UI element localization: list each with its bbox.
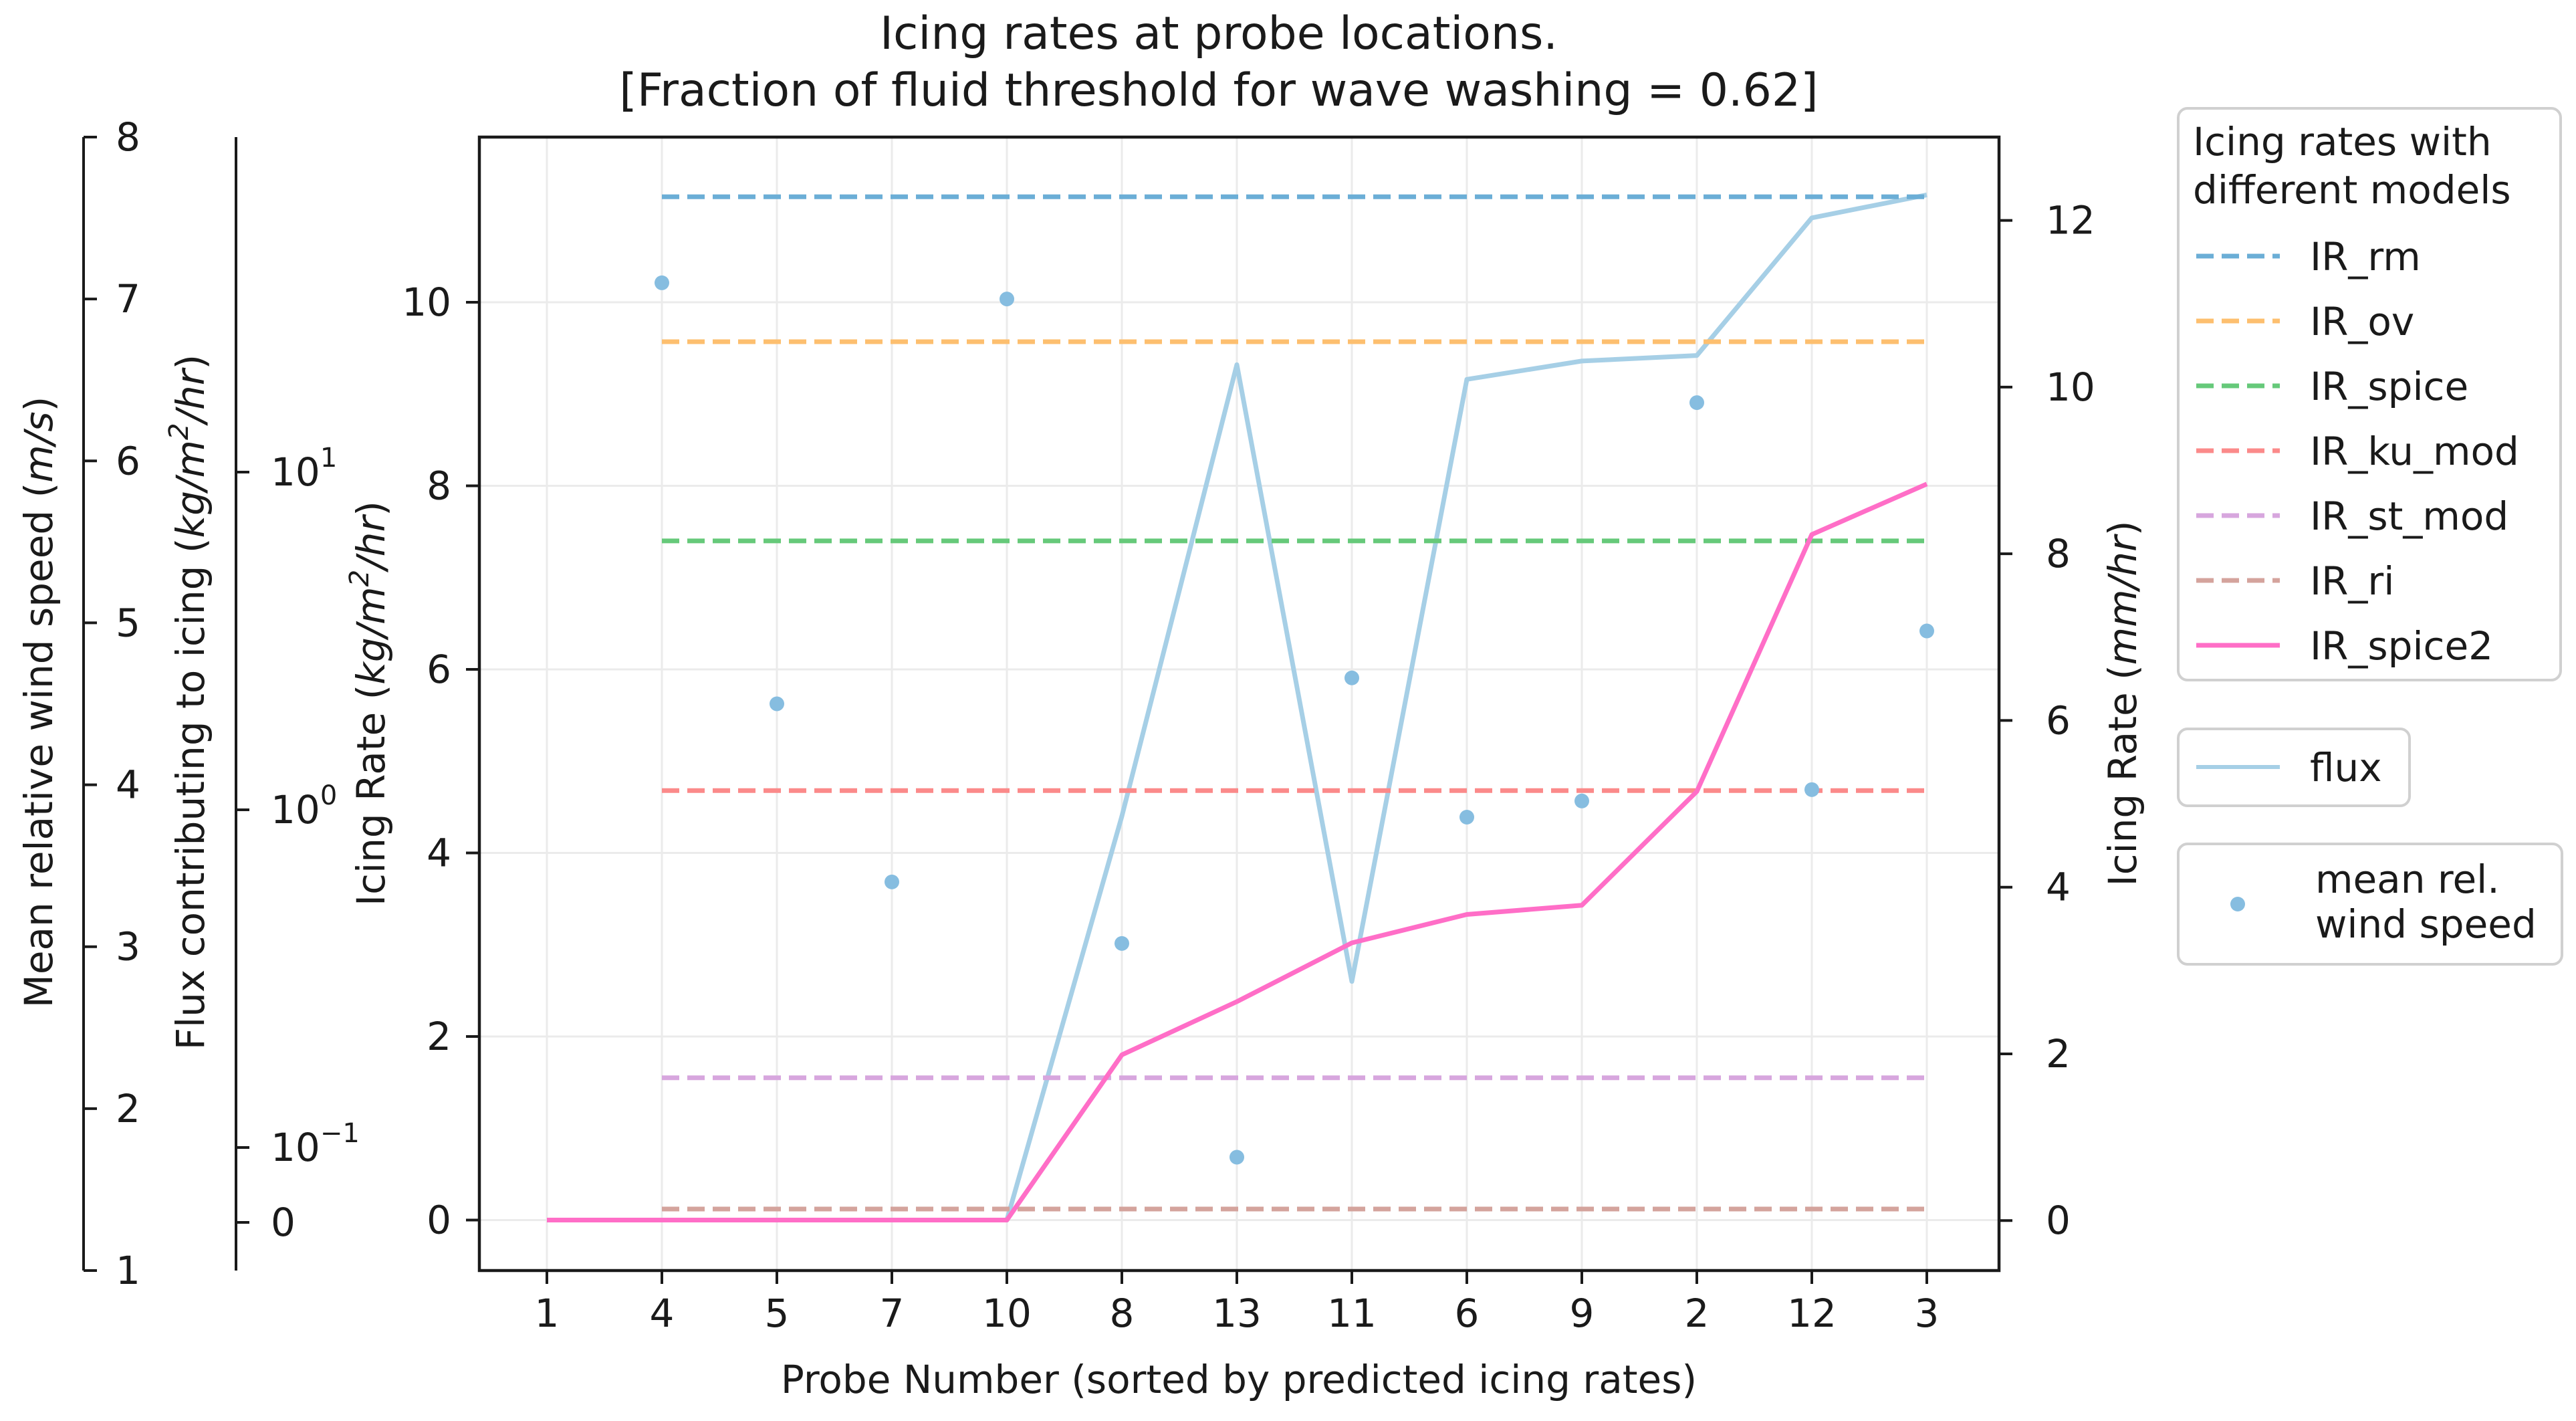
grid-lines (479, 137, 1999, 1271)
right-axis-label: Icing Rate (mm/hr) (2100, 521, 2145, 887)
wind-speed-point (1574, 793, 1589, 808)
wind-speed-point (1115, 936, 1129, 951)
legend-flux-label: flux (2310, 745, 2382, 790)
plot-frame (477, 135, 2001, 1273)
left-tick-label: 8 (427, 463, 451, 509)
legend-models-items: IR_rm IR_ov IR_spice IR_ku_mod IR_st_mod IR_r… (2196, 234, 2519, 669)
wind-speed-point (1344, 670, 1359, 685)
right-tick-label: 10 (2046, 364, 2095, 410)
x-tick-label: 9 (1570, 1291, 1595, 1336)
chart-title-line-1: Icing rates at probe locations. (880, 7, 1558, 60)
wind-speed-point (1000, 292, 1014, 307)
x-tick-label: 1 (535, 1291, 560, 1336)
wind-speed-point (1230, 1150, 1244, 1165)
x-tick-label: 11 (1327, 1291, 1377, 1336)
right-tick-label: 0 (2046, 1198, 2071, 1243)
wind-tick-label: 6 (116, 438, 140, 483)
series-line-ir-spice2 (547, 481, 1928, 1223)
x-tick-label: 10 (982, 1291, 1032, 1336)
left-axis-label: Icing Rate (kg/m2/hr) (344, 501, 394, 906)
legend-label-ir-ku-mod: IR_ku_mod (2310, 429, 2519, 474)
x-tick-label: 5 (765, 1291, 790, 1336)
wind-speed-point (1459, 810, 1474, 825)
x-tick-label: 7 (880, 1291, 905, 1336)
legend-models-box (2177, 107, 2562, 681)
x-tick-label: 3 (1915, 1291, 1940, 1336)
right-tick-label: 12 (2046, 198, 2095, 243)
wind-speed-point (770, 696, 784, 712)
right-tick-label: 6 (2046, 697, 2071, 743)
left-tick-label: 10 (402, 280, 451, 325)
legend-models-title-2: different models (2193, 167, 2511, 213)
legend-wind-label-1: mean rel. (2315, 857, 2500, 902)
wind-axis-label: Mean relative wind speed (m/s) (16, 397, 62, 1008)
legend-flux-box (2177, 728, 2411, 807)
right-tick-label: 2 (2046, 1031, 2071, 1077)
x-tick-label: 13 (1212, 1291, 1262, 1336)
left-tick-label: 2 (427, 1014, 451, 1059)
left-tick-label: 6 (427, 647, 451, 692)
wind-speed-point (1689, 395, 1704, 411)
axes-layer: 1 4 5 7 10 8 13 11 6 9 2 12 30246810024681012010−110… (82, 114, 2095, 1336)
right-tick-label: 8 (2046, 531, 2071, 576)
flux-axis-label: Flux contributing to icing (kg/m2/hr) (164, 354, 213, 1050)
legend-models: Icing rates with different models IR_rmI… (2177, 107, 2562, 681)
legend-label-ir-ri: IR_ri (2310, 558, 2394, 604)
wind-tick-label: 5 (116, 600, 140, 645)
legend-label-ir-st-mod: IR_st_mod (2310, 494, 2508, 539)
wind-speed-point (1804, 782, 1819, 797)
legend-label-ir-spice: IR_spice (2310, 364, 2468, 409)
wind-tick-label: 1 (116, 1248, 140, 1293)
wind-speed-point (1919, 623, 1934, 639)
wind-tick-label: 3 (116, 924, 140, 970)
legend-wind: mean rel. wind speed (2177, 843, 2563, 966)
legend-flux: flux (2177, 728, 2411, 807)
chart-title-line-2: [Fraction of fluid threshold for wave wa… (619, 64, 1818, 117)
legend-label-ir-spice2: IR_spice2 (2310, 623, 2493, 669)
legend-wind-box (2177, 843, 2563, 966)
series-layer (547, 193, 1934, 1223)
x-tick-label: 8 (1110, 1291, 1135, 1336)
wind-speed-point (885, 874, 899, 889)
legend-wind-label-2: wind speed (2315, 901, 2537, 947)
x-tick-label: 6 (1455, 1291, 1480, 1336)
left-tick-label: 0 (427, 1198, 451, 1243)
wind-tick-label: 8 (116, 114, 140, 160)
wind-tick-label: 7 (116, 276, 140, 322)
wind-tick-label: 4 (116, 762, 140, 808)
legend-wind-marker (2230, 897, 2245, 911)
legend-label-ir-rm: IR_rm (2310, 234, 2421, 280)
right-tick-label: 4 (2046, 865, 2071, 910)
x-tick-label: 12 (1787, 1291, 1837, 1336)
x-tick-label: 4 (650, 1291, 675, 1336)
wind-speed-point (655, 275, 669, 290)
legend-models-title-1: Icing rates with (2193, 119, 2492, 165)
left-tick-label: 4 (427, 831, 451, 876)
legend-label-ir-ov: IR_ov (2310, 299, 2414, 344)
x-axis-label: Probe Number (sorted by predicted icing … (781, 1357, 1697, 1402)
wind-tick-label: 2 (116, 1086, 140, 1131)
flux-tick-label: 0 (271, 1200, 296, 1245)
x-tick-label: 2 (1685, 1291, 1710, 1336)
